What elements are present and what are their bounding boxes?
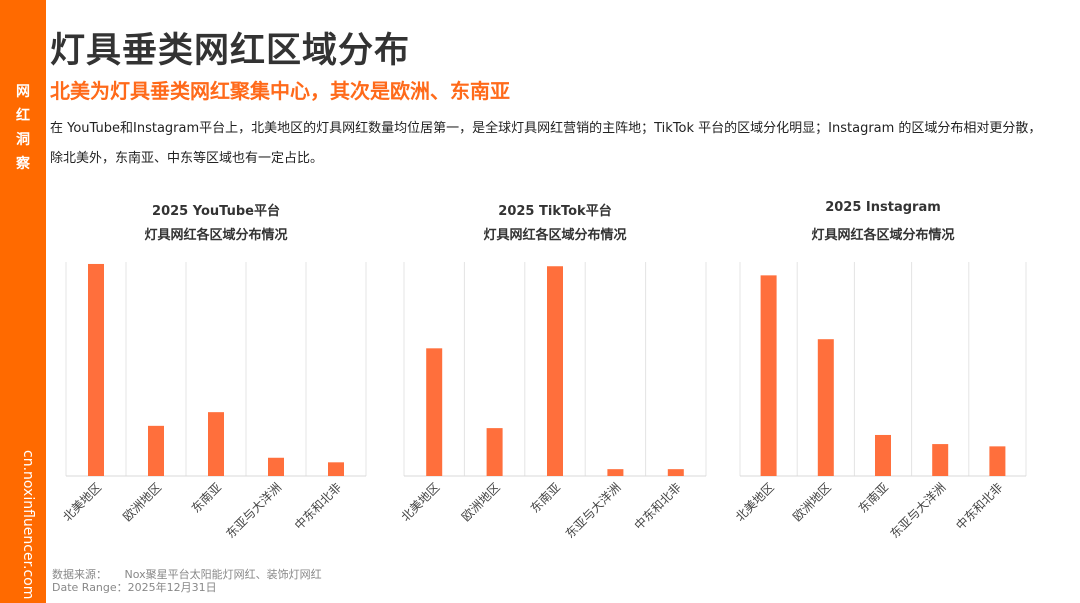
chart-1: 2025 TikTok平台 灯具网红各区域分布情况北美地区 欧洲地区 东南亚 东亚与大洋… — [398, 196, 707, 556]
bar-北美地区 — [88, 263, 104, 476]
sidebar-char: 察 — [16, 156, 30, 172]
bar-欧洲地区 — [817, 339, 834, 476]
bar-欧洲地区 — [148, 425, 164, 476]
chart-0: 2025 YouTube平台 灯具网红各区域分布情况北美地区 欧洲地区 东南亚 东亚与大… — [60, 196, 367, 556]
x-tick-label: 北美地区 — [60, 480, 104, 524]
bar-东南亚 — [208, 412, 224, 476]
sidebar: 网 红 洞 察 cn.noxinfluencer.com — [0, 0, 46, 603]
sidebar-char: 红 — [16, 108, 30, 124]
x-tick-label: 东亚与大洋洲 — [223, 480, 285, 542]
x-tick-label: 欧洲地区 — [790, 480, 834, 524]
x-tick-label: 东南亚 — [188, 480, 224, 516]
bar-东亚与大洋洲 — [932, 444, 949, 476]
x-tick-label: 东亚与大洋洲 — [887, 480, 949, 542]
sidebar-url: cn.noxinfluencer.com — [20, 450, 36, 600]
x-tick-label: 东南亚 — [527, 480, 563, 516]
bar-欧洲地区 — [486, 428, 503, 476]
x-tick-label: 北美地区 — [398, 480, 442, 524]
chart-subtitle: 灯具网红各区域分布情况 — [811, 228, 955, 243]
page-subtitle: 北美为灯具垂类网红聚集中心，其次是欧洲、东南亚 — [50, 79, 510, 103]
date-range: Date Range：2025年12月31日 — [52, 581, 217, 594]
bar-中东和北非 — [667, 469, 684, 476]
chart-subtitle: 灯具网红各区域分布情况 — [144, 228, 288, 243]
bar-东亚与大洋洲 — [268, 457, 284, 476]
data-source: 数据来源： Nox聚星平台太阳能灯网红、装饰灯网红 — [52, 568, 322, 581]
sidebar-char: 网 — [16, 84, 30, 100]
chart-title: 2025 TikTok平台 — [498, 204, 612, 219]
description: 在 YouTube和Instagram平台上，北美地区的灯具网红数量均位居第一，… — [50, 121, 1042, 166]
x-tick-label: 东亚与大洋洲 — [562, 480, 624, 542]
x-tick-label: 东南亚 — [855, 480, 891, 516]
bar-东南亚 — [547, 266, 563, 476]
chart-title: 2025 YouTube平台 — [152, 204, 280, 219]
sidebar-title: 网 红 洞 察 — [0, 80, 46, 176]
x-tick-label: 中东和北非 — [952, 480, 1005, 533]
chart-title: 2025 Instagram — [825, 200, 941, 215]
x-tick-label: 中东和北非 — [291, 480, 344, 533]
bar-东亚与大洋洲 — [607, 469, 624, 476]
bar-东南亚 — [875, 434, 891, 476]
bar-北美地区 — [760, 275, 777, 476]
bar-中东和北非 — [989, 446, 1006, 476]
bar-中东和北非 — [328, 462, 344, 476]
x-tick-label: 欧洲地区 — [459, 480, 503, 524]
x-tick-label: 北美地区 — [733, 480, 777, 524]
bar-北美地区 — [426, 348, 443, 476]
sidebar-char: 洞 — [16, 132, 30, 148]
x-tick-label: 欧洲地区 — [120, 480, 164, 524]
x-tick-label: 中东和北非 — [631, 480, 684, 533]
chart-subtitle: 灯具网红各区域分布情况 — [483, 228, 627, 243]
chart-2: 2025 Instagram 灯具网红各区域分布情况北美地区 欧洲地区 东南亚 东亚与大… — [733, 196, 1027, 556]
page-title: 灯具垂类网红区域分布 — [50, 31, 411, 71]
